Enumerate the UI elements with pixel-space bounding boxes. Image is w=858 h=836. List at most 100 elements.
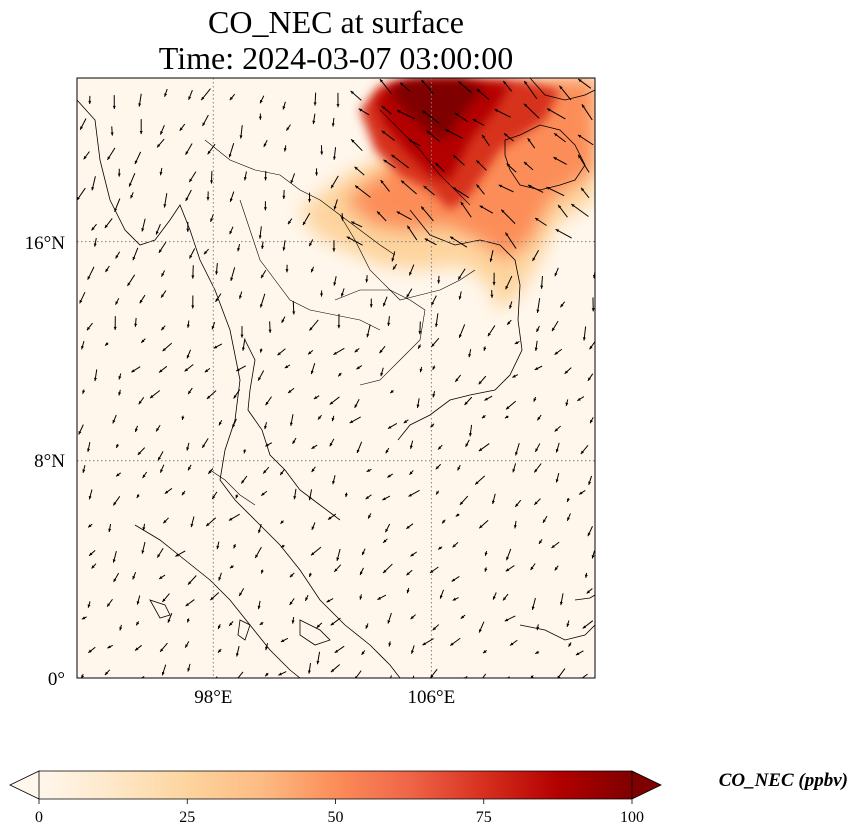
wind-arrow-head xyxy=(536,626,540,631)
wind-arrow-head xyxy=(578,79,582,83)
wind-arrow-head xyxy=(282,106,286,110)
wind-arrow-head xyxy=(484,568,488,572)
wind-arrow-head xyxy=(157,144,161,148)
wind-arrow-head xyxy=(355,185,359,189)
wind-arrow-head xyxy=(458,296,462,300)
wind-arrow-head xyxy=(218,577,222,581)
wind-arrow-head xyxy=(450,642,454,646)
wind-arrow-head xyxy=(403,420,408,424)
wind-arrow-head xyxy=(118,376,122,380)
wind-arrow-head xyxy=(309,242,313,247)
wind-arrow-head xyxy=(83,155,87,160)
wind-arrow-head xyxy=(377,596,381,600)
wind-arrow-head xyxy=(117,173,121,177)
wind-arrow-head xyxy=(455,513,460,517)
wind-arrow-head xyxy=(207,150,211,155)
wind-arrow-shaft xyxy=(505,232,517,249)
wind-arrow-head xyxy=(385,528,389,533)
wind-arrow-head xyxy=(311,468,315,473)
wind-arrow-head xyxy=(206,522,210,527)
wind-arrow-head xyxy=(452,187,457,191)
wind-arrow-head xyxy=(460,615,465,619)
wind-arrow-head xyxy=(128,183,132,187)
wind-arrow-head xyxy=(377,211,381,215)
wind-arrow-head xyxy=(119,627,123,631)
wind-arrow-head xyxy=(506,556,510,561)
wind-arrow-head xyxy=(507,321,511,325)
wind-arrow-head xyxy=(261,274,264,279)
wind-arrow-head xyxy=(551,327,555,332)
wind-arrow-head xyxy=(105,342,109,346)
wind-arrow-head xyxy=(453,155,457,159)
wind-arrow-head xyxy=(365,279,369,283)
wind-arrow-shaft xyxy=(391,154,410,169)
map-title-line1: CO_NEC at surface xyxy=(208,4,464,40)
wind-arrow-head xyxy=(406,572,410,576)
wind-arrow-head xyxy=(259,621,264,625)
wind-arrow-head xyxy=(383,539,387,543)
wind-arrow-head xyxy=(368,515,371,519)
wind-arrow-head xyxy=(349,420,354,424)
wind-arrow-head xyxy=(538,540,542,544)
wind-arrow-head xyxy=(476,160,480,164)
wind-arrow-head xyxy=(186,324,190,328)
wind-arrow-shaft xyxy=(570,203,589,217)
wind-arrow-head xyxy=(265,401,269,406)
wind-arrow-head xyxy=(506,406,510,410)
wind-arrow-head xyxy=(494,109,498,113)
wind-arrow-head xyxy=(492,282,496,286)
wind-arrow-head xyxy=(340,217,344,221)
wind-arrow-head xyxy=(468,433,472,437)
wind-arrow-head xyxy=(258,377,262,381)
wind-arrow-head xyxy=(480,678,483,681)
wind-arrow-head xyxy=(498,184,503,188)
wind-arrow-head xyxy=(190,523,194,528)
wind-arrow-head xyxy=(333,206,337,210)
wind-arrow-head xyxy=(418,345,422,349)
wind-arrow-head xyxy=(81,675,85,678)
wind-arrow-head xyxy=(161,671,165,676)
wind-arrow-head xyxy=(387,425,392,429)
wind-arrow-head xyxy=(411,650,414,654)
wind-arrow-head xyxy=(237,247,241,252)
wind-arrow-head xyxy=(332,156,336,160)
wind-arrow-head xyxy=(418,331,422,335)
wind-arrow-head xyxy=(546,187,550,190)
wind-arrow-head xyxy=(136,494,140,498)
wind-arrow-head xyxy=(280,544,285,548)
wind-arrow-head xyxy=(571,204,575,208)
wind-arrow-head xyxy=(336,104,340,108)
wind-arrow-head xyxy=(162,598,166,602)
wind-arrow-head xyxy=(524,81,528,85)
wind-arrow-head xyxy=(438,546,442,550)
wind-arrow-head xyxy=(241,480,245,484)
wind-arrow-head xyxy=(537,416,541,421)
wind-arrow-head xyxy=(479,205,484,209)
wind-arrow-head xyxy=(535,217,539,221)
wind-arrow-head xyxy=(338,373,342,377)
wind-arrow-head xyxy=(259,349,263,353)
wind-arrow-head xyxy=(113,578,117,582)
wind-arrow-head xyxy=(478,380,482,385)
wind-arrow-head xyxy=(435,465,440,470)
wind-arrow-head xyxy=(260,570,264,574)
wind-arrow-head xyxy=(483,650,487,654)
wind-arrow-head xyxy=(535,448,539,452)
wind-arrow-shaft xyxy=(546,186,565,197)
wind-arrow-head xyxy=(239,592,243,596)
wind-arrow-head xyxy=(533,398,537,402)
wind-arrow-head xyxy=(457,467,461,471)
wind-arrow-head xyxy=(185,197,189,202)
wind-arrow-head xyxy=(534,469,538,473)
wind-arrow-head xyxy=(424,238,429,242)
wind-arrow-head xyxy=(81,345,84,350)
lat-tick-label-16n: 16°N xyxy=(25,233,66,254)
wind-arrow-head xyxy=(587,532,591,537)
wind-arrow-head xyxy=(430,674,434,678)
wind-arrow-head xyxy=(387,620,391,624)
wind-arrow-head xyxy=(346,236,351,240)
map-frame xyxy=(76,77,596,679)
wind-arrow-head xyxy=(455,113,459,117)
wind-arrow-head xyxy=(336,557,340,561)
wind-arrow-head xyxy=(206,197,210,201)
